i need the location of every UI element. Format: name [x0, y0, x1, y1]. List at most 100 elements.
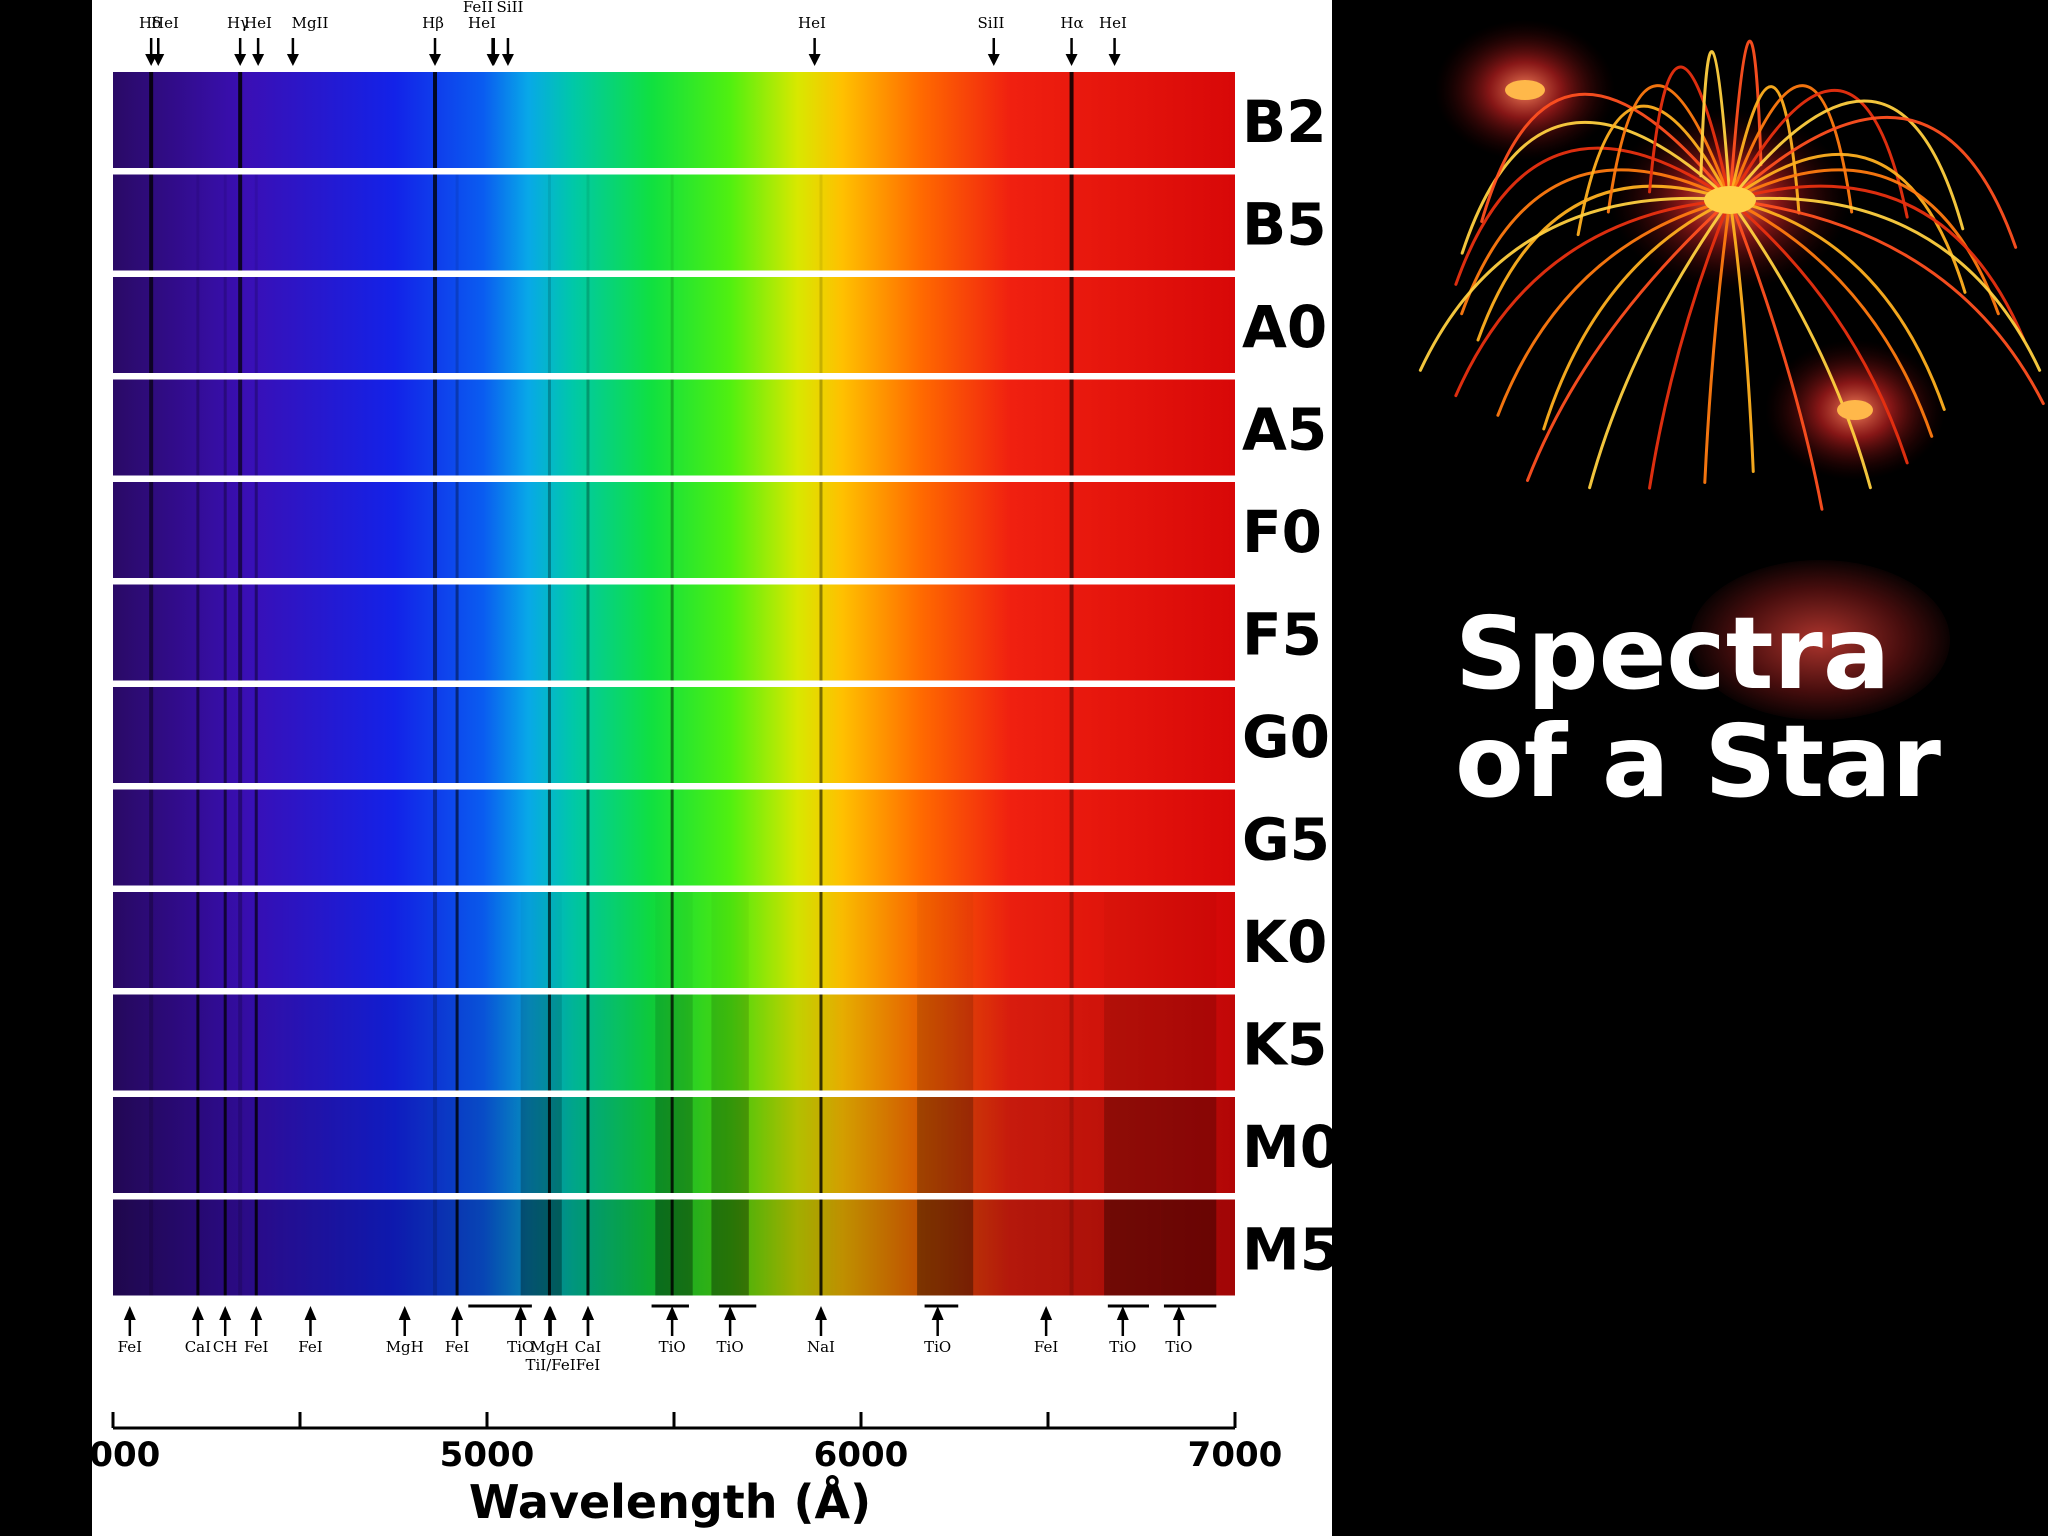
spectrum-band: F0	[113, 482, 1322, 578]
spectral-class-label: M5	[1242, 1216, 1340, 1284]
spectrum-band: K0	[113, 892, 1327, 988]
bottom-line-marker: TiO	[924, 1306, 951, 1356]
top-line-marker: Hβ	[422, 14, 444, 66]
bottom-line-label: CaI	[185, 1338, 211, 1356]
top-line-label: HeI	[798, 14, 826, 32]
bottom-line-label: FeI	[244, 1338, 268, 1356]
spectral-class-label: B5	[1242, 191, 1327, 259]
spectral-class-label: A5	[1242, 396, 1327, 464]
spectral-class-label: A0	[1242, 293, 1327, 361]
bottom-line-marker: CH	[213, 1306, 238, 1356]
axis-tick-label: 7000	[1188, 1435, 1283, 1475]
slide-title: Spectra of a Star	[1455, 600, 2015, 816]
top-line-label: Hγ	[227, 14, 249, 32]
spectral-class-label: F0	[1242, 498, 1322, 566]
bottom-line-label: TiO	[1109, 1338, 1136, 1356]
bottom-line-marker: TiO	[507, 1306, 534, 1356]
bottom-line-label: FeI	[118, 1338, 142, 1356]
top-line-marker: HeI	[151, 14, 179, 66]
spectral-class-label: K5	[1242, 1011, 1327, 1079]
axis-title: Wavelength (Å)	[469, 1475, 871, 1529]
bottom-line-label: FeI	[1034, 1338, 1058, 1356]
spectrum-band: G0	[113, 687, 1330, 783]
spectrum-bands: B2 B5 A0 A5 F0 F5 G0 G5 K0 K5 M0 M5	[113, 72, 1340, 1296]
wavelength-axis: 4000 5000 6000 7000 Wavelength (Å)	[66, 1412, 1283, 1529]
spectral-class-label: G5	[1242, 806, 1330, 874]
top-line-label: Hβ	[422, 14, 444, 32]
top-line-marker: Hδ	[139, 14, 161, 66]
top-line-marker: HeI	[798, 14, 826, 66]
spectrum-band: F5	[113, 584, 1322, 681]
bottom-line-marker: FeI	[244, 1306, 269, 1356]
top-line-marker: HeI	[468, 14, 499, 66]
top-line-marker: MgII	[286, 14, 329, 66]
bottom-line-label: NaI	[807, 1338, 835, 1356]
spectrum-band: M0	[113, 1097, 1340, 1193]
bottom-line-label: TiO	[717, 1338, 744, 1356]
spectral-class-label: B2	[1242, 88, 1327, 156]
spectral-class-label: G0	[1242, 703, 1330, 771]
top-line-marker: HeI	[244, 14, 272, 66]
bottom-line-label: FeI	[445, 1338, 469, 1356]
top-line-marker: HeI	[1099, 14, 1127, 66]
spectrum-band: K5	[113, 994, 1327, 1091]
top-line-label: HeI	[1099, 14, 1127, 32]
top-line-label: HeI	[468, 14, 496, 32]
bottom-line-marker: FeI	[445, 1306, 469, 1356]
top-line-marker: Hα	[1060, 14, 1084, 66]
bottom-line-marker: FeI	[298, 1306, 323, 1356]
bottom-line-label: CaI	[575, 1338, 601, 1356]
bottom-line-label: TiO	[1165, 1338, 1192, 1356]
bottom-line-marker: CaI	[185, 1306, 211, 1356]
bottom-line-label: FeI	[576, 1356, 600, 1374]
top-line-marker: Hγ	[227, 14, 249, 66]
top-line-label: FeII	[463, 0, 493, 16]
axis-tick-label: 4000	[66, 1435, 161, 1475]
title-line-1: Spectra	[1455, 595, 1891, 712]
top-line-label: SiII	[497, 0, 524, 16]
spectral-class-label: K0	[1242, 908, 1327, 976]
fireworks-decoration	[1418, 20, 2045, 511]
top-line-label: Hδ	[139, 14, 161, 32]
spectrum-band: M5	[113, 1199, 1340, 1296]
bottom-line-label: TiO	[507, 1338, 534, 1356]
top-line-label: MgII	[292, 14, 329, 32]
bottom-line-label: TiO	[659, 1338, 686, 1356]
spectrum-band: B5	[113, 174, 1327, 271]
top-line-marker: SiII	[497, 0, 524, 66]
title-glow	[1690, 560, 1950, 720]
spectral-class-label: F5	[1242, 601, 1322, 669]
bottom-line-marker: TiO	[717, 1306, 744, 1356]
top-line-label: Hα	[1060, 14, 1083, 32]
bottom-line-label: FeI	[298, 1338, 322, 1356]
bottom-line-marker: FeI	[1034, 1306, 1058, 1356]
spectral-class-label: M0	[1242, 1113, 1340, 1181]
spectrum-band: A5	[113, 379, 1327, 476]
bottom-line-label: TiI/FeI	[525, 1356, 575, 1374]
bottom-line-marker: NaI	[807, 1306, 835, 1356]
bottom-line-markers: FeI CaI CH FeI FeI MgH FeI TiOMgHTiI/FeICaIFeIT…	[118, 1304, 1217, 1374]
bottom-line-label: CH	[213, 1338, 238, 1356]
bottom-line-label: MgH	[530, 1338, 568, 1356]
bottom-line-label: TiO	[924, 1338, 951, 1356]
top-line-label: SiII	[978, 14, 1005, 32]
title-line-2: of a Star	[1455, 703, 1941, 820]
bottom-line-marker: TiO	[1109, 1306, 1136, 1356]
top-line-marker: SiII	[978, 14, 1005, 66]
bottom-line-marker: TiO	[659, 1306, 686, 1356]
spectrum-band: G5	[113, 789, 1330, 886]
spectrum-band: A0	[113, 277, 1327, 373]
axis-tick-label: 5000	[440, 1435, 535, 1475]
bottom-line-marker: MgH	[386, 1306, 424, 1356]
bottom-line-marker: FeI	[576, 1306, 600, 1374]
bottom-line-marker: TiO	[1165, 1306, 1192, 1356]
spectrum-band: B2	[113, 72, 1327, 168]
top-line-label: HeI	[244, 14, 272, 32]
top-line-label: HeI	[151, 14, 179, 32]
axis-tick-label: 6000	[814, 1435, 909, 1475]
bottom-line-label: MgH	[386, 1338, 424, 1356]
bottom-line-marker: FeI	[118, 1306, 142, 1356]
bottom-line-marker: TiI/FeI	[525, 1306, 576, 1374]
